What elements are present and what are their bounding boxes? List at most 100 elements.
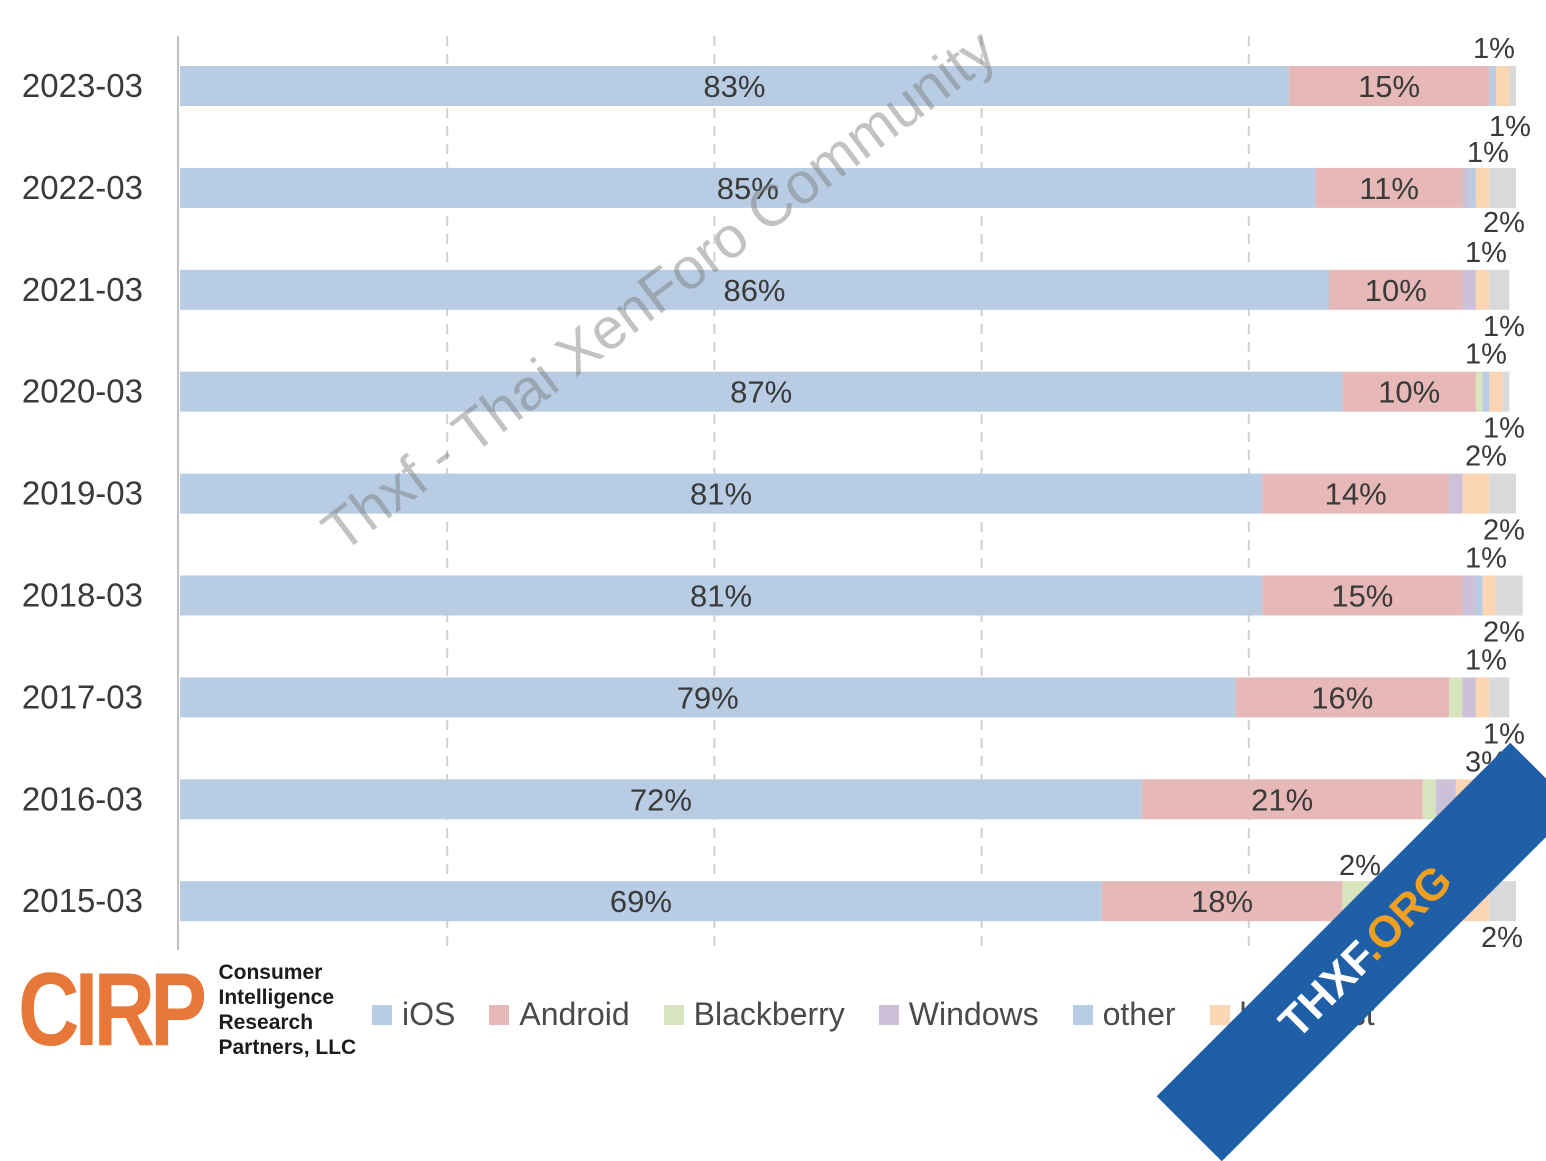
data-label: 83%	[703, 69, 765, 104]
data-label: 69%	[610, 884, 672, 919]
bar-segment-blackberry	[1449, 677, 1463, 718]
category-label: 2023-03	[22, 67, 143, 104]
logo-line: Consumer	[218, 961, 323, 984]
data-label-small: 1%	[1489, 111, 1531, 143]
bar-segment-unlabeled	[1509, 66, 1516, 106]
cirp-logo: CIRP Consumer Intelligence Research Part…	[18, 958, 356, 1062]
data-label-small: 1%	[1473, 33, 1515, 65]
data-label: 15%	[1358, 69, 1420, 104]
bar-segment-unlabeled	[1489, 167, 1516, 208]
bar-segment-ios	[180, 269, 1329, 310]
legend-swatch	[1072, 1004, 1093, 1025]
bar-segment-basic-first	[1475, 677, 1490, 718]
data-label: 10%	[1378, 375, 1440, 410]
bar-segment-ios	[180, 575, 1263, 616]
bar-segment-ios	[180, 473, 1263, 514]
data-label: 10%	[1365, 273, 1427, 308]
legend-label: other	[1102, 996, 1176, 1032]
legend-label: Blackberry	[693, 996, 845, 1032]
bar-segment-other	[1489, 66, 1496, 106]
bar-segment-android	[1235, 677, 1450, 718]
data-label-small: 2%	[1483, 515, 1525, 547]
bar-segment-unlabeled	[1489, 269, 1510, 310]
data-label-small: 1%	[1483, 413, 1525, 445]
bar-segment-basic-first	[1489, 371, 1503, 412]
bar-segment-windows	[1449, 473, 1463, 514]
logo-line: Partners, LLC	[218, 1036, 357, 1059]
bar-segment-other	[1475, 575, 1483, 616]
data-label: 14%	[1325, 477, 1387, 512]
data-label: 85%	[717, 171, 779, 206]
category-label: 2019-03	[22, 475, 143, 512]
data-label: 16%	[1311, 680, 1373, 715]
stacked-bar-chart: 2023-03 83% 15%1%2022-03 85% 11%1%1%2%2021-0…	[22, 33, 1531, 958]
bar-segment-windows	[1462, 269, 1476, 310]
bar-segment-blackberry	[1475, 371, 1483, 412]
legend-item: Windows	[878, 996, 1039, 1033]
category-label: 2016-03	[22, 780, 143, 817]
legend-label: Android	[519, 996, 630, 1032]
legend-label: Windows	[908, 996, 1039, 1032]
category-label: 2021-03	[22, 271, 143, 308]
bar-segment-ios	[180, 66, 1289, 106]
legend-item: other	[1072, 996, 1176, 1033]
bar-segment-android	[1328, 269, 1463, 310]
category-label: 2018-03	[22, 577, 143, 614]
category-label: 2015-03	[22, 882, 143, 919]
bar-segment-unlabeled	[1495, 575, 1523, 616]
bar-segment-android	[1342, 371, 1476, 412]
bar-segment-other	[1469, 167, 1476, 208]
bar-segment-windows	[1462, 167, 1470, 208]
bar-segment-ios	[180, 677, 1236, 718]
logo-line: Intelligence	[218, 986, 335, 1009]
data-label: 11%	[1359, 171, 1419, 206]
bar-segment-windows	[1462, 575, 1476, 616]
bar-segment-basic-first	[1495, 66, 1510, 106]
data-label: 86%	[723, 273, 785, 308]
data-label: 81%	[690, 579, 752, 614]
data-label: 87%	[730, 375, 792, 410]
data-label: 15%	[1331, 579, 1393, 614]
logo-mark: CIRP	[18, 952, 207, 1068]
legend-item: Blackberry	[663, 996, 845, 1033]
bar-segment-android	[1141, 779, 1423, 820]
category-label: 2022-03	[22, 169, 143, 206]
data-label-small: 1%	[1465, 543, 1507, 575]
bar-segment-ios	[180, 167, 1316, 208]
legend-swatch	[489, 1004, 510, 1025]
data-label: 18%	[1191, 884, 1253, 919]
bar-segment-ios	[180, 779, 1142, 820]
category-label: 2020-03	[22, 373, 143, 410]
bar-segment-basic-first	[1475, 167, 1490, 208]
bar-segment-unlabeled	[1489, 677, 1510, 718]
data-label: 79%	[677, 680, 739, 715]
data-label: 21%	[1251, 782, 1313, 817]
bar-segment-ios	[180, 371, 1343, 412]
bar-segment-blackberry	[1422, 779, 1436, 820]
data-label-small: 1%	[1465, 237, 1507, 269]
legend-swatch	[663, 1004, 684, 1025]
bar-segment-unlabeled	[1502, 371, 1510, 412]
legend-swatch	[878, 1004, 899, 1025]
data-label-small: 2%	[1339, 850, 1381, 882]
data-label: 81%	[690, 477, 752, 512]
bar-segment-ios	[180, 881, 1102, 922]
data-label-small: 2%	[1483, 207, 1525, 239]
legend-swatch	[1209, 1004, 1230, 1025]
data-label-small: 1%	[1483, 718, 1525, 750]
bar-segment-android	[1262, 575, 1463, 616]
bar-segment-windows	[1462, 677, 1476, 718]
legend-swatch	[372, 1004, 392, 1025]
data-label: 72%	[630, 782, 692, 817]
data-label-small: 2%	[1465, 441, 1507, 473]
data-label-small: 1%	[1483, 311, 1525, 343]
bar-segment-android	[1101, 881, 1343, 922]
bar-segment-android	[1288, 66, 1490, 106]
bar-segment-basic-first	[1482, 575, 1496, 616]
data-label-small: 1%	[1467, 137, 1509, 169]
legend-item: iOS	[372, 996, 455, 1033]
bar-segment-basic-first	[1462, 473, 1490, 514]
logo-company-name: Consumer Intelligence Research Partners,…	[218, 960, 356, 1060]
logo-line: Research	[218, 1011, 314, 1034]
legend-label: iOS	[402, 996, 456, 1032]
